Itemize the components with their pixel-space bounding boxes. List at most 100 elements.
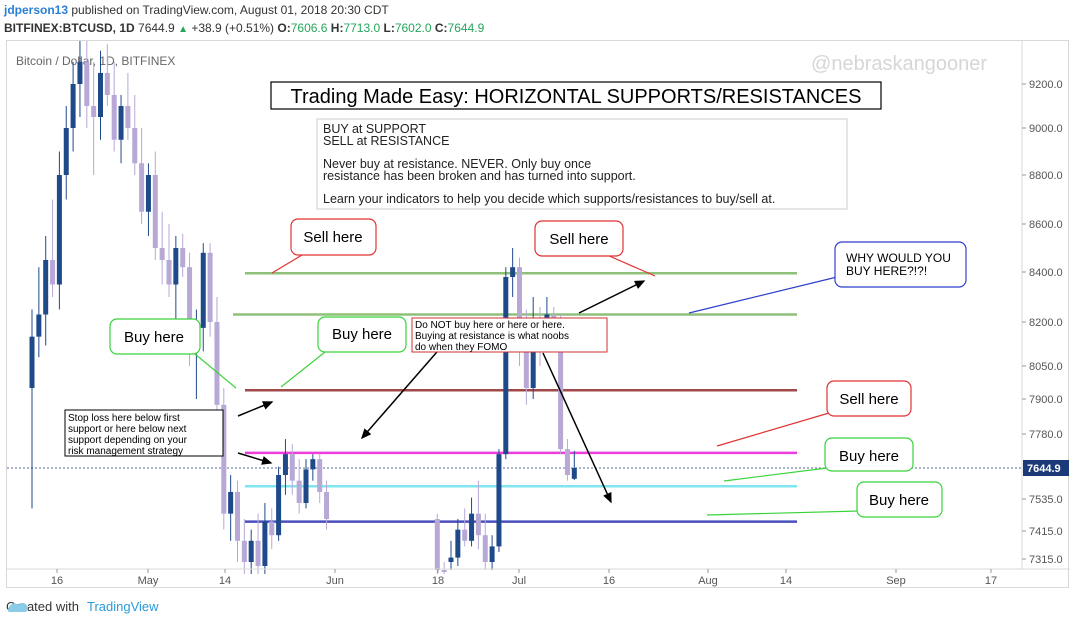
candle — [489, 535, 495, 570]
candle — [166, 224, 172, 297]
candle — [503, 267, 509, 460]
candle — [56, 151, 62, 310]
stoploss-box — [64, 409, 224, 457]
candle — [571, 450, 577, 481]
arrows — [237, 280, 646, 504]
candle — [63, 106, 69, 200]
candle — [118, 95, 124, 164]
y-tick-label: 8400.0 — [1029, 267, 1063, 279]
buy-callout-3: Buy here — [723, 437, 914, 482]
buy-label-4: Buy here — [869, 492, 929, 509]
high-value: 7713.0 — [343, 21, 381, 35]
candle — [29, 309, 35, 509]
candle — [200, 243, 206, 352]
candle — [469, 497, 475, 547]
x-tick-label: 16 — [51, 575, 63, 587]
arrow-donot-2 — [542, 352, 612, 504]
x-tick-label: Jun — [326, 575, 344, 587]
donot-line-1: Do NOT buy here or here or here. — [415, 320, 565, 331]
why-callout: WHY WOULD YOU BUY HERE?!?! — [688, 241, 967, 314]
x-tick-label: 18 — [432, 575, 444, 587]
y-tick-label: 8800.0 — [1029, 170, 1063, 182]
x-tick-label: 14 — [780, 575, 792, 587]
candle — [289, 444, 295, 495]
candle — [448, 540, 454, 570]
symbol-overlay-label: Bitcoin / Dollar, 1D, BITFINEX — [16, 54, 175, 68]
buy-label-3: Buy here — [839, 448, 899, 465]
low-label: L: — [383, 21, 395, 35]
candle — [324, 480, 330, 530]
candle — [125, 72, 131, 140]
x-tick-label: 17 — [985, 575, 997, 587]
watermark: @nebraskangooner — [811, 53, 987, 75]
close-label: C: — [434, 21, 448, 35]
candle — [317, 454, 323, 503]
price-axis[interactable]: 9200.0 9000.0 8800.0 8600.0 8400.0 8200.0 8050… — [1022, 79, 1069, 566]
symbol-info: BITFINEX:BTCUSD, 1D 7644.9 ▲ +38.9 (+0.5… — [4, 21, 484, 35]
info-box — [316, 118, 848, 210]
candle — [180, 233, 186, 277]
info-line-5: Learn your indicators to help you decide… — [323, 192, 775, 206]
candle — [207, 243, 213, 337]
candle — [248, 529, 254, 574]
y-tick-label: 7535.0 — [1029, 494, 1063, 506]
candle — [255, 513, 261, 574]
candle — [111, 61, 117, 152]
candle — [434, 513, 440, 574]
horizontal-levels — [7, 272, 1022, 523]
buy-label-2: Buy here — [332, 326, 392, 343]
chart-area[interactable]: Bitcoin / Dollar, 1D, BITFINEX @nebraska… — [6, 40, 1070, 589]
candle — [36, 267, 42, 358]
buy-callout-2: Buy here — [280, 316, 407, 388]
why-line-1: WHY WOULD YOU — [846, 251, 951, 265]
close-value: 7644.9 — [447, 21, 485, 35]
candle — [98, 50, 103, 140]
candle — [282, 439, 288, 495]
x-tick-label: 16 — [603, 575, 615, 587]
candle — [262, 503, 268, 574]
candle — [84, 41, 90, 128]
candle — [91, 61, 97, 175]
candle — [564, 439, 570, 481]
stoploss-line-4: risk management strategy — [68, 446, 183, 457]
stoploss-line-2: support or here below next — [68, 424, 187, 435]
info-line-4: resistance has been broken and has turne… — [323, 169, 636, 183]
info-line-3: Never buy at resistance. NEVER. Only buy… — [323, 157, 591, 171]
arrow-stoploss-1 — [237, 401, 274, 417]
candle — [50, 199, 56, 297]
publish-info: jdperson13 published on TradingView.com,… — [4, 3, 389, 17]
candle — [303, 459, 309, 509]
arrow-stoploss-2 — [237, 452, 273, 465]
y-tick-label: 9200.0 — [1029, 79, 1063, 91]
info-line-2: SELL at RESISTANCE — [323, 134, 449, 148]
low-value: 7602.0 — [394, 21, 432, 35]
tradingview-logo-icon — [8, 602, 28, 612]
symbol-name: BITFINEX:BTCUSD, 1D — [4, 21, 135, 35]
tradingview-brand[interactable]: TradingView — [86, 599, 159, 614]
candle — [441, 562, 447, 574]
why-line-2: BUY HERE?!?! — [846, 264, 927, 278]
last-price-badge — [1023, 460, 1069, 476]
chart-title: Trading Made Easy: HORIZONTAL SUPPORTS/R… — [291, 86, 862, 108]
sell-label-3: Sell here — [839, 391, 898, 408]
candle — [276, 466, 282, 541]
donot-buy-box — [411, 317, 608, 353]
time-axis[interactable]: 16 May 14 Jun 18 Jul 16 Aug 14 Sep 17 — [51, 569, 997, 587]
price-change: +38.9 (+0.51%) — [191, 21, 275, 35]
candle — [310, 454, 316, 481]
y-tick-label: 7415.0 — [1029, 526, 1063, 538]
candle — [70, 61, 76, 152]
candle — [214, 297, 220, 414]
author-link[interactable]: jdperson13 — [4, 3, 69, 17]
y-tick-label: 8050.0 — [1029, 361, 1063, 373]
sell-label-2: Sell here — [549, 231, 608, 248]
x-tick-label: Sep — [886, 575, 906, 587]
price-chart[interactable]: Bitcoin / Dollar, 1D, BITFINEX @nebraska… — [7, 41, 1070, 589]
sell-callout-1: Sell here — [271, 218, 377, 274]
buy-callout-1: Buy here — [109, 318, 237, 389]
x-tick-label: May — [138, 575, 159, 587]
y-tick-label: 8200.0 — [1029, 317, 1063, 329]
donot-line-2: Buying at resistance is what noobs — [415, 331, 569, 342]
high-label: H: — [330, 21, 344, 35]
x-tick-label: Aug — [698, 575, 718, 587]
